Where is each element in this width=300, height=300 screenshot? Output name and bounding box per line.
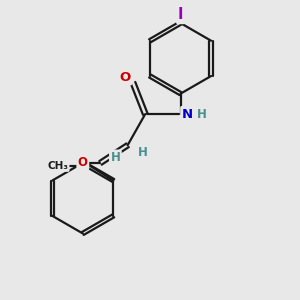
Text: H: H <box>138 146 148 158</box>
Text: CH₃: CH₃ <box>47 160 68 171</box>
Text: N: N <box>182 107 193 121</box>
Text: H: H <box>197 107 207 121</box>
Text: H: H <box>110 151 120 164</box>
Text: O: O <box>78 156 88 169</box>
Text: I: I <box>178 8 183 22</box>
Text: O: O <box>119 71 130 84</box>
